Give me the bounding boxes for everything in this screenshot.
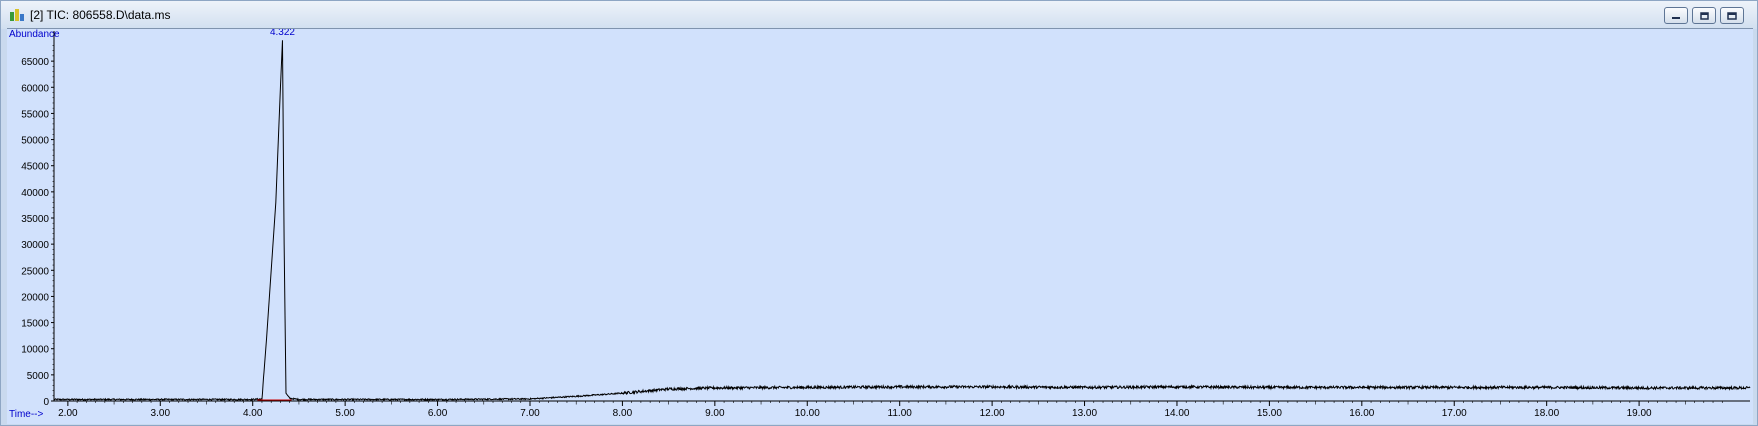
title-bar[interactable]: [2] TIC: 806558.D\data.ms <box>1 1 1757 29</box>
x-tick-label: 16.00 <box>1349 408 1374 419</box>
x-tick-label: 9.00 <box>705 408 725 419</box>
x-tick-label: 6.00 <box>428 408 448 419</box>
x-tick-label: 10.00 <box>795 408 820 419</box>
close-icon <box>1727 11 1737 20</box>
y-tick-label: 10000 <box>21 345 49 356</box>
y-tick-label: 45000 <box>21 162 49 173</box>
x-tick-label: 4.00 <box>243 408 263 419</box>
y-tick-label: 15000 <box>21 319 49 330</box>
window-title: [2] TIC: 806558.D\data.ms <box>30 8 171 22</box>
y-tick-label: 55000 <box>21 109 49 120</box>
minimize-button[interactable] <box>1664 7 1688 24</box>
x-tick-label: 17.00 <box>1442 408 1467 419</box>
plot-area[interactable]: 0 5000 10000 15000 20000 25000 30000 35000 40000… <box>7 28 1753 424</box>
y-tick-label: 5000 <box>27 371 50 382</box>
x-tick-label: 15.00 <box>1257 408 1282 419</box>
y-tick-label: 50000 <box>21 136 49 147</box>
chromatogram-app-icon <box>10 9 24 21</box>
y-tick-label: 40000 <box>21 188 49 199</box>
peak-label: 4.322 <box>270 29 295 38</box>
restore-button[interactable] <box>1692 7 1716 24</box>
x-tick-label: 13.00 <box>1072 408 1097 419</box>
x-tick-label: 19.00 <box>1627 408 1652 419</box>
x-tick-label: 12.00 <box>980 408 1005 419</box>
restore-icon <box>1700 11 1709 20</box>
x-tick-label: 18.00 <box>1534 408 1559 419</box>
x-tick-label: 14.00 <box>1164 408 1189 419</box>
tic-trace-line <box>53 40 1751 402</box>
close-button[interactable] <box>1720 7 1744 24</box>
x-tick-label: 3.00 <box>151 408 171 419</box>
y-tick-label: 25000 <box>21 266 49 277</box>
x-tick-label: 7.00 <box>520 408 540 419</box>
y-tick-label: 35000 <box>21 214 49 225</box>
chromatogram-chart: 0 5000 10000 15000 20000 25000 30000 35000 40000… <box>9 29 1751 420</box>
minimize-icon <box>1672 16 1680 19</box>
y-tick-label: 60000 <box>21 83 49 94</box>
y-tick-label: 20000 <box>21 292 49 303</box>
x-tick-label: 11.00 <box>888 408 913 419</box>
y-tick-label: 30000 <box>21 240 49 251</box>
x-tick-label: 2.00 <box>58 408 78 419</box>
y-tick-label: 0 <box>43 397 49 408</box>
y-tick-label: 65000 <box>21 57 49 68</box>
x-tick-label: 8.00 <box>613 408 633 419</box>
x-tick-label: 5.00 <box>335 408 355 419</box>
y-axis-label: Abundance <box>9 29 60 40</box>
x-axis-label: Time--> <box>9 409 44 420</box>
